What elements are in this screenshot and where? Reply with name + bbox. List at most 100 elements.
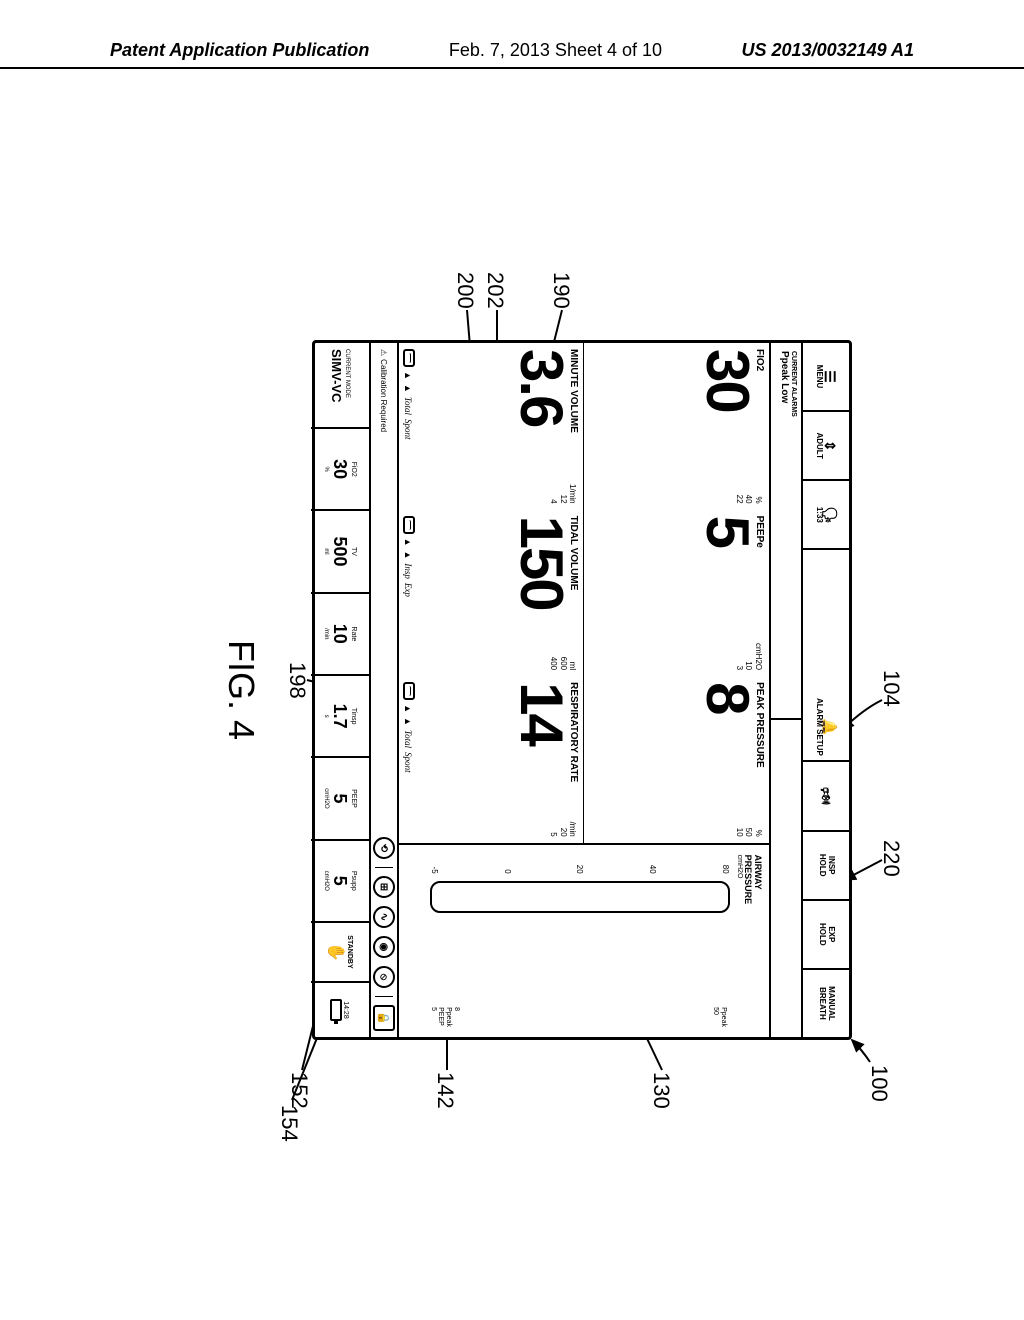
mode-cell[interactable]: CURRENT MODE SIMV-VC [311, 343, 369, 429]
warn-text: Calibration Required [380, 359, 389, 432]
callout-130: 130 [648, 1072, 674, 1109]
bargraph-scale: 80 40 20 0 -5 [430, 855, 730, 877]
rr-unit: /min [568, 822, 578, 837]
peepe-hi: 10 [744, 643, 754, 670]
calibration-warning: ⚠ Calibration Required [380, 349, 389, 432]
warn-icon: ⚠ [380, 349, 389, 356]
adult-button[interactable]: ⇕ ADULT [803, 412, 849, 481]
bell-icon: 🔔 [823, 718, 837, 735]
tick: -5 [430, 855, 439, 874]
val: 30 [329, 459, 350, 479]
set-peep[interactable]: PEEP 5 cmH2O [311, 758, 369, 840]
tv-lo: 400 [549, 657, 559, 670]
bottom-bar: CURRENT MODE SIMV-VC FiO2 30 % TV 500 ml… [311, 343, 369, 1037]
freeze-button[interactable]: ⦸ [373, 966, 395, 988]
lbl: Tinsp [350, 708, 357, 725]
standby-button[interactable]: STANDBY ✋ [311, 923, 369, 983]
callout-104: 104 [878, 670, 904, 707]
alarm-bar: CURRENT ALARMS Ppeak Low [769, 343, 801, 1037]
chart-button[interactable]: ∿ [373, 906, 395, 928]
wave-icon [403, 516, 415, 534]
unit: ml [323, 548, 329, 554]
manual-label: MANUAL BREATH [817, 986, 835, 1021]
exp-hold-button[interactable]: EXP HOLD [803, 901, 849, 970]
hdr-center: Feb. 7, 2013 Sheet 4 of 10 [449, 40, 662, 61]
hdr-right: US 2013/0032149 A1 [742, 40, 914, 61]
set-psupp[interactable]: Psupp 5 cmH2O [311, 841, 369, 923]
callout-202: 202 [482, 272, 508, 309]
val: 5 [329, 876, 350, 886]
wave-icon: ∿ [379, 913, 390, 921]
set-tinsp[interactable]: Tinsp 1.7 s [311, 676, 369, 758]
grid-icon: ⊞ [379, 883, 390, 891]
alarm-setup-button[interactable]: 🔔 ALARM SETUP [803, 693, 849, 762]
metric-fio2: FIO2 30 % 40 22 [585, 343, 770, 510]
rr-lo: 5 [549, 822, 559, 837]
tri-icon: ▲ [403, 384, 413, 393]
metric-row-1: FIO2 30 % 40 22 PEEPe 5 [584, 343, 770, 843]
peak-hi: 50 [744, 828, 754, 837]
val: 1.7 [329, 704, 350, 729]
unit: s [323, 715, 329, 718]
rr-hi: 20 [558, 822, 568, 837]
battery-icon [331, 999, 343, 1021]
hdr-left: Patent Application Publication [110, 40, 369, 61]
speaker-button[interactable]: 🕬 [803, 762, 849, 831]
fio2-hi: 40 [744, 495, 754, 504]
metric-tv: TIDAL VOLUME 150 ml 600 400 ▲ ▲ [399, 510, 584, 677]
callout-220: 220 [878, 840, 904, 877]
tv-lbl1: Insp [403, 563, 413, 579]
ratio-label: 1:33 [815, 507, 824, 523]
airway-pressure: AIRWAY PRESSURE cmH2O 80 40 20 0 -5 [399, 843, 769, 1037]
peak-value: 8 [700, 682, 754, 837]
peep-marker: 8 Ppeak PEEP 5 [429, 1007, 460, 1027]
set-rate[interactable]: Rate 10 /min [311, 594, 369, 676]
figure-label: FIG. 4 [220, 640, 262, 740]
unit: cmH2O [323, 788, 329, 808]
person-icon: 🗣 [823, 506, 837, 524]
menu-button[interactable]: ☰ MENU [803, 343, 849, 412]
lbl: TV [350, 547, 357, 556]
bargraph: 80 40 20 0 -5 [430, 855, 730, 1031]
figure-wrap: 100 104 220 130 142 152 154 190 202 200 … [0, 140, 1024, 1240]
menu-icon: ☰ [823, 370, 837, 383]
tv-value: 150 [515, 516, 569, 671]
fio2-lo: 22 [734, 495, 744, 504]
wave-icon [403, 349, 415, 367]
standby-label: STANDBY [347, 935, 354, 968]
callout-152: 152 [286, 1072, 312, 1109]
peepe-limits: cmH2O 10 3 [734, 643, 763, 670]
metric-row-2: MINUTE VOLUME 3.6 1/min 12 4 ▲ ▲ [399, 343, 584, 843]
loop-button[interactable]: ◉ [373, 936, 395, 958]
manual-breath-button[interactable]: MANUAL BREATH [803, 970, 849, 1037]
insp-hold-button[interactable]: INSP HOLD [803, 832, 849, 901]
val: 5 [329, 793, 350, 803]
bargraph-bar [430, 881, 730, 913]
mv-limits: 1/min 12 4 [549, 484, 578, 504]
callout-198: 198 [284, 662, 310, 699]
ratio-button[interactable]: 🗣 1:33 [803, 481, 849, 550]
grid-button[interactable]: ⊞ [373, 876, 395, 898]
lock-button[interactable]: 🔒 [373, 1005, 395, 1031]
rr-limits: /min 20 5 [549, 822, 578, 837]
tv-lbl2: Exp [403, 583, 413, 597]
peepe-lo: 3 [734, 643, 744, 670]
metric-peepe: PEEPe 5 cmH2O 10 3 [585, 510, 770, 677]
exp-label: EXP HOLD [817, 923, 835, 946]
ppeak-lbl: Ppeak [719, 1007, 727, 1027]
tv-unit: ml [568, 657, 578, 670]
mv-lbl1: Total [403, 397, 413, 415]
unit: /min [323, 628, 329, 639]
clock-icon: ⟲ [379, 844, 390, 852]
page-header: Patent Application Publication Feb. 7, 2… [0, 40, 1024, 69]
metric-peak: PEAK PRESSURE 8 % 50 10 [585, 676, 770, 843]
set-tv[interactable]: TV 500 ml [311, 511, 369, 593]
history-button[interactable]: ⟲ [373, 837, 395, 859]
callout-190: 190 [548, 272, 574, 309]
tri-icon: ▲ [403, 538, 413, 547]
unit: % [323, 466, 329, 471]
hand-icon: ✋ [327, 942, 347, 962]
current-alarm: CURRENT ALARMS Ppeak Low [771, 343, 801, 718]
set-fio2[interactable]: FiO2 30 % [311, 429, 369, 511]
lbl: PEEP [350, 789, 357, 808]
